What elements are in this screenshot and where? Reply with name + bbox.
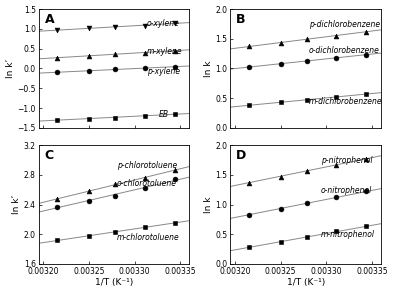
Text: EB: EB [159, 110, 169, 119]
Text: o-dichlorobenzene: o-dichlorobenzene [309, 46, 379, 55]
X-axis label: 1/T (K⁻¹): 1/T (K⁻¹) [286, 278, 325, 287]
Text: m-xylene: m-xylene [147, 47, 183, 56]
Text: p-dichlorobenzene: p-dichlorobenzene [309, 20, 380, 29]
Text: p-xylene: p-xylene [147, 67, 180, 76]
Text: B: B [236, 13, 246, 25]
Text: m-chlorotoluene: m-chlorotoluene [117, 233, 180, 242]
Text: o-chlorotoluene: o-chlorotoluene [117, 179, 177, 188]
Text: p-chlorotoluene: p-chlorotoluene [117, 161, 177, 170]
Y-axis label: ln k’: ln k’ [6, 59, 15, 78]
Text: C: C [45, 149, 54, 162]
Text: p-nitrophenol: p-nitrophenol [321, 156, 372, 165]
Text: m-nitrophenol: m-nitrophenol [321, 230, 375, 239]
Text: o-xylene: o-xylene [147, 19, 180, 28]
Y-axis label: ln k’: ln k’ [12, 195, 21, 214]
X-axis label: 1/T (K⁻¹): 1/T (K⁻¹) [95, 278, 133, 287]
Y-axis label: ln k: ln k [204, 60, 213, 77]
Text: D: D [236, 149, 247, 162]
Text: A: A [45, 13, 54, 25]
Text: m-dichlorobenzene: m-dichlorobenzene [309, 97, 382, 106]
Text: o-nitrophenol: o-nitrophenol [321, 186, 372, 195]
Y-axis label: ln k: ln k [204, 196, 213, 213]
